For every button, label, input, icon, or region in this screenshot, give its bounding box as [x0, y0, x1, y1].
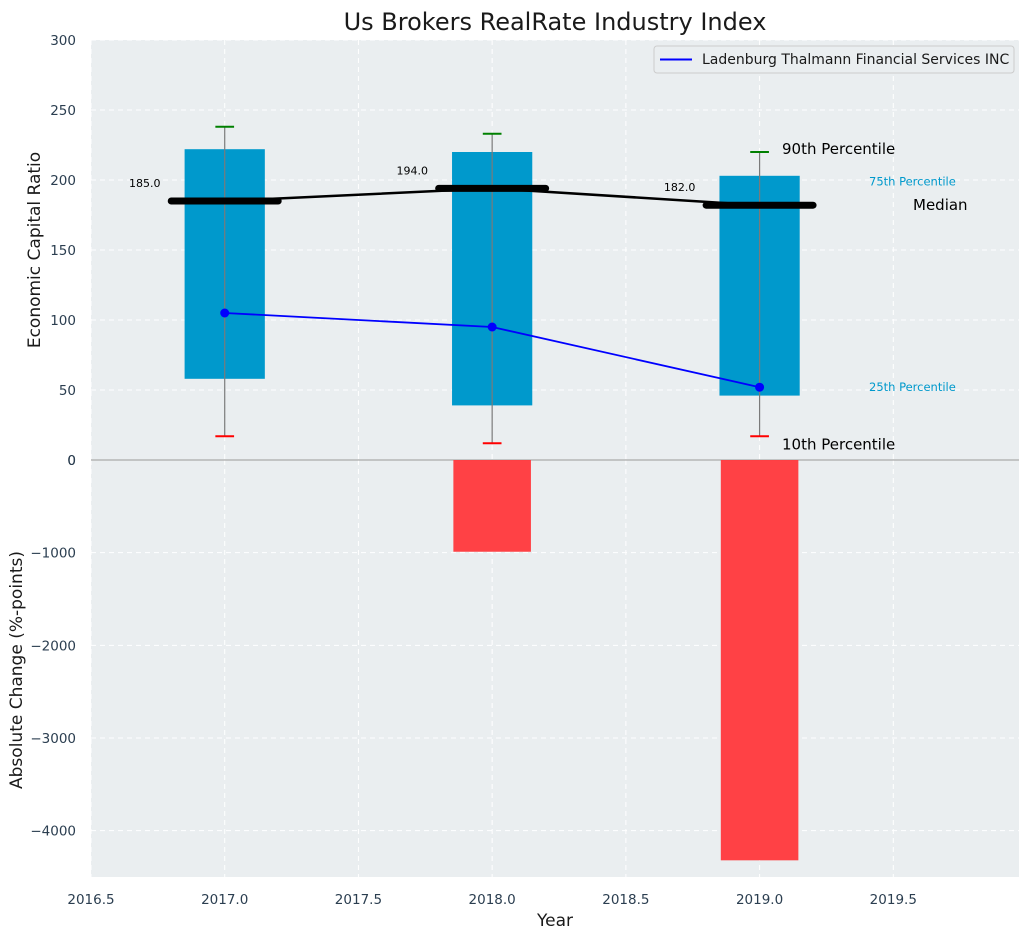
- top-y-tick-label: 0: [67, 453, 76, 469]
- bottom-y-tick-label: −4000: [30, 824, 76, 840]
- x-tick-label: 2016.5: [67, 892, 114, 908]
- annotation-10th-percentile: 10th Percentile: [782, 436, 895, 454]
- top-panel-content: 0 50 100 150 200 250 300 185.0 194.0 182.0 90th Pe…: [50, 33, 967, 469]
- bottom-y-tick-label: −3000: [30, 731, 76, 747]
- median-value-label: 185.0: [129, 177, 161, 190]
- chart-title: Us Brokers RealRate Industry Index: [344, 8, 767, 36]
- top-y-tick-label: 150: [50, 243, 76, 259]
- annotation-median: Median: [913, 196, 968, 214]
- top-y-tick-label: 250: [50, 103, 76, 119]
- annotation-25th-percentile: 25th Percentile: [869, 380, 956, 394]
- bottom-y-tick-label: −2000: [30, 638, 76, 654]
- x-tick-label: 2018.5: [602, 892, 649, 908]
- top-y-tick-label: 300: [50, 33, 76, 49]
- median-value-label: 182.0: [664, 181, 696, 194]
- median-value-label: 194.0: [396, 164, 428, 177]
- top-y-tick-label: 200: [50, 173, 76, 189]
- legend: Ladenburg Thalmann Financial Services IN…: [653, 45, 1015, 74]
- company-series-point: [755, 382, 765, 392]
- x-axis-label: Year: [536, 911, 573, 931]
- annotation-75th-percentile: 75th Percentile: [869, 174, 956, 188]
- x-tick-label: 2019.5: [870, 892, 917, 908]
- top-y-axis-label: Economic Capital Ratio: [25, 152, 45, 348]
- legend-frame: [653, 45, 1015, 74]
- bottom-panel-content: 2016.5 2017.0 2017.5 2018.0 2018.5 2019.0 2019…: [30, 453, 1019, 908]
- x-tick-label: 2018.0: [469, 892, 516, 908]
- bottom-y-tick-label: −1000: [30, 546, 76, 562]
- company-series-point: [487, 322, 497, 332]
- x-tick-label: 2017.5: [335, 892, 382, 908]
- absolute-change-bar: [720, 460, 799, 861]
- absolute-change-bar: [453, 460, 531, 552]
- x-tick-label: 2017.0: [201, 892, 248, 908]
- annotation-90th-percentile: 90th Percentile: [782, 140, 895, 158]
- bottom-panel-background: [91, 460, 1019, 877]
- top-y-tick-label: 100: [50, 313, 76, 329]
- company-series-point: [220, 308, 230, 318]
- legend-entry-label: Ladenburg Thalmann Financial Services IN…: [702, 52, 1010, 68]
- top-y-tick-label: 50: [59, 383, 76, 399]
- bottom-y-tick-label: 0: [67, 453, 76, 469]
- bottom-y-axis-label: Absolute Change (%-points): [7, 551, 27, 789]
- x-tick-label: 2019.0: [736, 892, 783, 908]
